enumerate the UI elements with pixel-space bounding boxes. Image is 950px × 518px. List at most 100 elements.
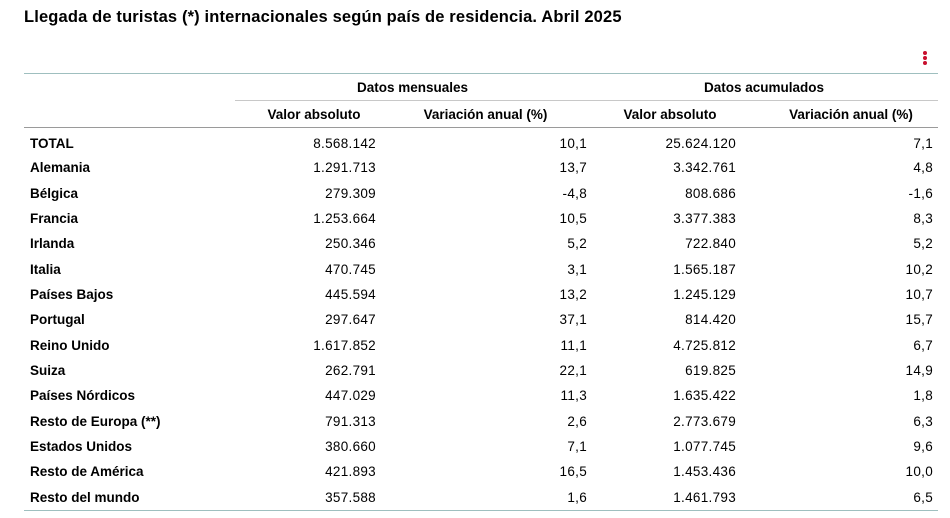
monthly-variation-cell: 1,6	[385, 484, 591, 511]
table-row: Resto del mundo 357.588 1,6 1.461.793 6,5	[24, 484, 939, 511]
country-cell: Italia	[30, 261, 61, 277]
monthly-absolute-cell: 791.313	[325, 413, 376, 429]
cumulative-variation-cell: 10,7	[905, 286, 934, 302]
cumulative-variation-cell: 6,3	[913, 413, 934, 429]
table-row: Francia 1.253.664 10,5 3.377.383 8,3	[24, 206, 938, 231]
group-header-monthly: Datos mensuales	[235, 73, 591, 101]
monthly-absolute-cell: 421.893	[325, 464, 376, 480]
cumulative-absolute-cell: 2.773.679	[673, 413, 737, 429]
monthly-variation-cell: 5,2	[567, 236, 588, 252]
monthly-absolute-cell: 262.791	[325, 362, 376, 378]
column-header-monthly-absolute: Valor absoluto	[235, 100, 385, 128]
table-row: Irlanda 250.346 5,2 722.840 5,2	[24, 231, 938, 256]
monthly-absolute-cell: 8.568.142	[313, 136, 376, 151]
country-cell: Resto de Europa (**)	[30, 413, 161, 429]
country-cell: Países Bajos	[30, 286, 114, 302]
country-cell: Portugal	[30, 312, 85, 328]
country-cell: Suiza	[30, 362, 66, 378]
cumulative-variation-cell: 1,8	[913, 388, 934, 404]
cumulative-variation-cell: 14,9	[905, 362, 934, 378]
table-row: Reino Unido 1.617.852 11,1 4.725.812 6,7	[24, 332, 938, 357]
monthly-variation-cell: 11,3	[560, 388, 588, 404]
cumulative-variation-cell: 6,7	[913, 337, 934, 353]
monthly-absolute-cell: 1.253.664	[313, 210, 376, 226]
table-row: Portugal 297.647 37,1 814.420 15,7	[24, 307, 938, 332]
table-row: Bélgica 279.309 -4,8 808.686 -1,6	[24, 180, 938, 205]
monthly-variation-cell: 2,6	[567, 413, 588, 429]
group-header-row: Datos mensuales Datos acumulados	[24, 73, 939, 101]
country-cell: Bélgica	[30, 185, 79, 201]
country-cell: Francia	[30, 210, 79, 226]
table-row: Resto de Europa (**) 791.313 2,6 2.773.679 6…	[24, 408, 938, 433]
country-cell: Resto de América	[30, 464, 144, 480]
monthly-absolute-cell: 250.346	[325, 236, 376, 252]
cumulative-variation-cell: -1,6	[908, 185, 934, 201]
cumulative-absolute-cell: 619.825	[685, 362, 737, 378]
table-row: TOTAL 8.568.142 10,1 25.624.120 7,1	[24, 128, 938, 156]
table-row: Resto de América 421.893 16,5 1.453.436 10,0	[24, 459, 938, 484]
cumulative-absolute-cell: 4.725.812	[673, 337, 737, 353]
table-row: Estados Unidos 380.660 7,1 1.077.745 9,6	[24, 434, 938, 459]
country-column-header	[24, 100, 235, 128]
cumulative-absolute-cell: 3.377.383	[673, 210, 737, 226]
cumulative-absolute-cell: 814.420	[685, 312, 737, 328]
monthly-variation-cell: 7,1	[567, 438, 588, 454]
cumulative-absolute-cell: 3.342.761	[673, 160, 737, 176]
page-title: Llegada de turistas (*) internacionales …	[24, 8, 622, 26]
monthly-absolute-cell: 380.660	[325, 438, 376, 454]
monthly-absolute-cell: 279.309	[325, 185, 376, 201]
cumulative-variation-cell: 6,5	[750, 484, 939, 511]
tourist-arrivals-table: Datos mensuales Datos acumulados Valor a…	[24, 73, 939, 511]
cumulative-variation-cell: 4,8	[913, 160, 934, 176]
cumulative-absolute-cell: 25.624.120	[665, 136, 737, 151]
monthly-absolute-cell: 447.029	[325, 388, 376, 404]
column-header-cumulative-variation: Variación anual (%)	[750, 100, 939, 128]
cumulative-absolute-cell: 1.245.129	[673, 286, 737, 302]
country-cell: Países Nórdicos	[30, 388, 136, 404]
cumulative-variation-cell: 7,1	[913, 136, 934, 151]
monthly-absolute-cell: 470.745	[325, 261, 376, 277]
column-header-cumulative-absolute: Valor absoluto	[590, 100, 751, 128]
group-header-cumulative: Datos acumulados	[590, 73, 939, 101]
table-row: Suiza 262.791 22,1 619.825 14,9	[24, 358, 938, 383]
monthly-variation-cell: 3,1	[567, 261, 588, 277]
monthly-absolute-cell: 1.617.852	[313, 337, 376, 353]
table-row: Alemania 1.291.713 13,7 3.342.761 4,8	[24, 155, 938, 180]
corner-header	[24, 73, 235, 101]
monthly-variation-cell: 13,7	[559, 160, 588, 176]
cumulative-variation-cell: 8,3	[913, 210, 934, 226]
table-row: Italia 470.745 3,1 1.565.187 10,2	[24, 256, 938, 281]
country-cell: Resto del mundo	[24, 484, 235, 511]
cumulative-variation-cell: 10,0	[905, 464, 934, 480]
vertical-dots-icon	[923, 51, 927, 55]
cumulative-absolute-cell: 722.840	[685, 236, 737, 252]
monthly-variation-cell: 10,5	[559, 210, 588, 226]
cumulative-variation-cell: 15,7	[905, 312, 934, 328]
cumulative-absolute-cell: 1.565.187	[673, 261, 737, 277]
country-cell: TOTAL	[30, 136, 74, 151]
more-options-button[interactable]	[917, 49, 933, 67]
monthly-variation-cell: 22,1	[559, 362, 588, 378]
column-header-row: Valor absoluto Variación anual (%) Valor…	[24, 100, 939, 128]
monthly-absolute-cell: 1.291.713	[313, 160, 376, 176]
monthly-absolute-cell: 445.594	[325, 286, 376, 302]
table-row: Países Nórdicos 447.029 11,3 1.635.422 1,8	[24, 383, 938, 408]
monthly-variation-cell: -4,8	[562, 185, 588, 201]
cumulative-absolute-cell: 1.077.745	[673, 438, 737, 454]
cumulative-absolute-cell: 1.461.793	[590, 484, 751, 511]
monthly-absolute-cell: 297.647	[325, 312, 376, 328]
cumulative-absolute-cell: 808.686	[685, 185, 737, 201]
monthly-variation-cell: 37,1	[559, 312, 588, 328]
country-cell: Reino Unido	[30, 337, 110, 353]
column-header-monthly-variation: Variación anual (%)	[385, 100, 591, 128]
monthly-absolute-cell: 357.588	[235, 484, 385, 511]
table-row: Países Bajos 445.594 13,2 1.245.129 10,7	[24, 282, 938, 307]
cumulative-variation-cell: 10,2	[905, 261, 934, 277]
monthly-variation-cell: 10,1	[559, 136, 588, 151]
country-cell: Alemania	[30, 160, 91, 176]
cumulative-absolute-cell: 1.453.436	[673, 464, 737, 480]
country-cell: Irlanda	[30, 236, 75, 252]
cumulative-variation-cell: 9,6	[913, 438, 934, 454]
monthly-variation-cell: 16,5	[559, 464, 588, 480]
cumulative-variation-cell: 5,2	[913, 236, 934, 252]
